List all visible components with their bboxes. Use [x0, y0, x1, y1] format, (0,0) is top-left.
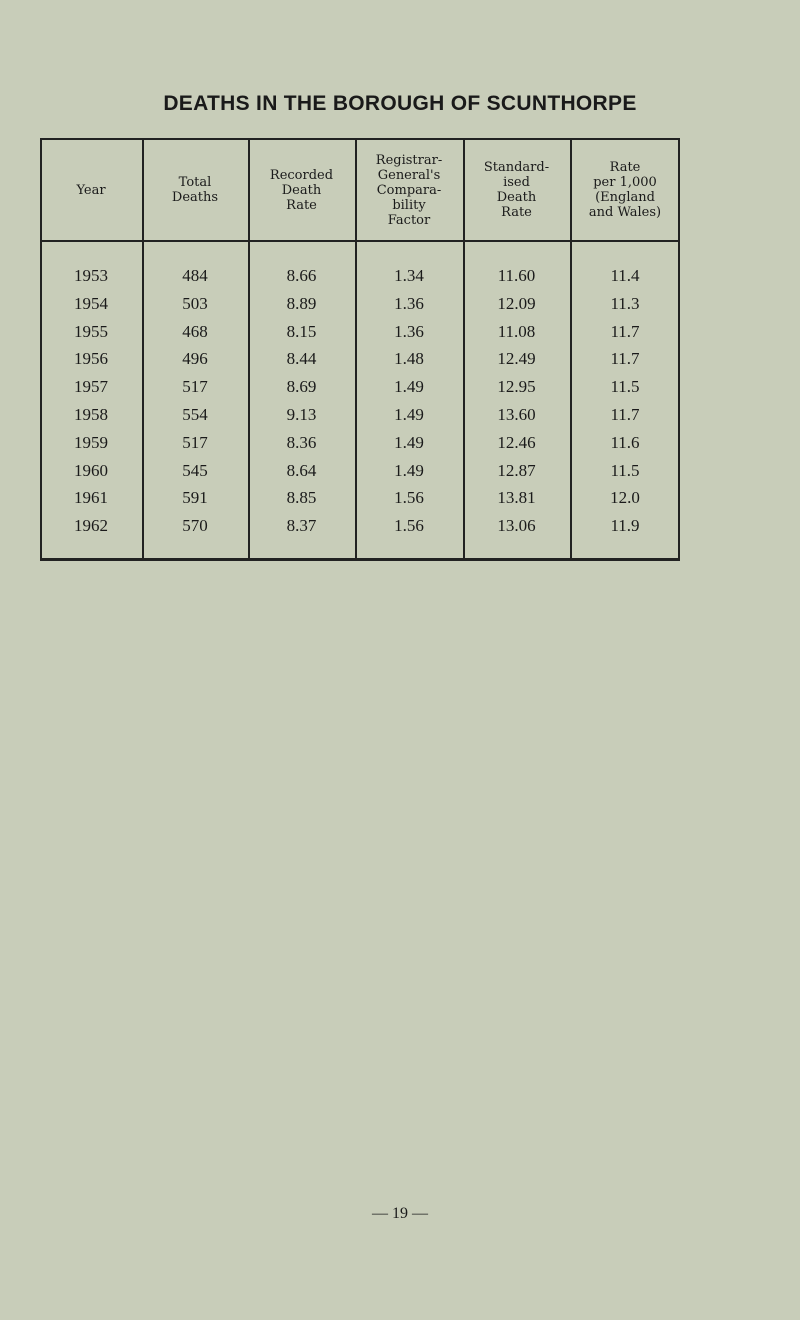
cell-comparability-factor: 1.36	[394, 321, 424, 341]
cell-rate-england-wales: 11.7	[610, 349, 640, 369]
cell-year: 1958	[74, 405, 108, 424]
column-divider	[678, 138, 680, 559]
page-title: DEATHS IN THE BOROUGH OF SCUNTHORPE	[163, 92, 637, 115]
header-rule	[40, 240, 680, 242]
column-divider	[355, 138, 357, 559]
cell-rate-england-wales: 12.0	[610, 488, 640, 508]
cell-comparability-factor: 1.36	[394, 293, 424, 313]
cell-comparability-factor: 1.34	[394, 266, 424, 285]
cell-recorded-death-rate: 8.44	[286, 349, 317, 369]
column-divider	[40, 138, 42, 559]
cell-comparability-factor: 1.56	[394, 516, 424, 536]
deaths-table: Year Total Deaths Recorded Death Rate Regis…	[40, 138, 680, 561]
cell-rate-england-wales: 11.7	[610, 405, 640, 424]
cell-comparability-factor: 1.49	[394, 405, 424, 424]
cell-comparability-factor: 1.56	[394, 488, 424, 508]
table-bottom-rule	[40, 558, 680, 561]
table-row: 1962 570 8.37 1.56 13.06 11.9	[40, 514, 680, 538]
table-row: 1960 545 8.64 1.49 12.87 11.5	[40, 459, 680, 483]
cell-recorded-death-rate: 8.69	[286, 377, 317, 397]
cell-rate-england-wales: 11.4	[610, 266, 640, 285]
cell-rate-england-wales: 11.9	[610, 516, 640, 536]
cell-standardised-death-rate: 13.81	[497, 488, 536, 508]
table-row: 1958 554 9.13 1.49 13.60 11.7	[40, 403, 680, 427]
cell-recorded-death-rate: 8.66	[286, 266, 317, 285]
cell-year: 1962	[74, 516, 108, 536]
page-number: — 19 —	[372, 1205, 428, 1222]
cell-year: 1953	[74, 266, 108, 285]
cell-standardised-death-rate: 11.60	[497, 266, 536, 285]
cell-year: 1959	[74, 432, 108, 452]
cell-standardised-death-rate: 13.60	[497, 405, 536, 424]
cell-total-deaths: 517	[182, 377, 208, 397]
cell-total-deaths: 468	[182, 321, 208, 341]
cell-recorded-death-rate: 9.13	[286, 405, 317, 424]
cell-recorded-death-rate: 8.85	[286, 488, 317, 508]
cell-recorded-death-rate: 8.36	[286, 432, 317, 452]
cell-year: 1960	[74, 460, 108, 480]
cell-recorded-death-rate: 8.37	[286, 516, 317, 536]
cell-standardised-death-rate: 12.95	[497, 377, 536, 397]
cell-recorded-death-rate: 8.15	[286, 321, 317, 341]
cell-total-deaths: 496	[182, 349, 208, 369]
header-total-deaths: Total Deaths	[171, 175, 219, 205]
cell-comparability-factor: 1.49	[394, 377, 424, 397]
table-row: 1959 517 8.36 1.49 12.46 11.6	[40, 431, 680, 455]
cell-standardised-death-rate: 12.49	[497, 349, 536, 369]
cell-year: 1961	[74, 488, 108, 508]
cell-rate-england-wales: 11.7	[610, 321, 640, 341]
cell-year: 1955	[74, 321, 108, 341]
cell-comparability-factor: 1.49	[394, 460, 424, 480]
header-recorded-death-rate: Recorded Death Rate	[269, 167, 334, 213]
table-row: 1954 503 8.89 1.36 12.09 11.3	[40, 292, 680, 316]
cell-standardised-death-rate: 11.08	[497, 321, 536, 341]
cell-comparability-factor: 1.48	[394, 349, 424, 369]
column-divider	[248, 138, 250, 559]
cell-total-deaths: 554	[182, 405, 208, 424]
table-row: 1955 468 8.15 1.36 11.08 11.7	[40, 320, 680, 344]
table-top-rule	[40, 138, 680, 140]
column-divider	[142, 138, 144, 559]
cell-total-deaths: 517	[182, 432, 208, 452]
header-rate-england-wales: Rate per 1,000 (England and Wales)	[588, 160, 662, 220]
cell-year: 1954	[74, 293, 108, 313]
cell-year: 1957	[74, 377, 108, 397]
cell-standardised-death-rate: 12.87	[497, 460, 536, 480]
cell-total-deaths: 570	[182, 516, 208, 536]
cell-comparability-factor: 1.49	[394, 432, 424, 452]
cell-total-deaths: 591	[182, 488, 208, 508]
cell-standardised-death-rate: 13.06	[497, 516, 536, 536]
cell-standardised-death-rate: 12.09	[497, 293, 536, 313]
header-year: Year	[76, 182, 106, 198]
table-row: 1957 517 8.69 1.49 12.95 11.5	[40, 375, 680, 399]
cell-standardised-death-rate: 12.46	[497, 432, 536, 452]
cell-total-deaths: 503	[182, 293, 208, 313]
cell-rate-england-wales: 11.6	[610, 432, 640, 452]
cell-rate-england-wales: 11.5	[610, 460, 640, 480]
cell-total-deaths: 545	[182, 460, 208, 480]
cell-total-deaths: 484	[182, 266, 208, 285]
table-row: 1953 484 8.66 1.34 11.60 11.4	[40, 264, 680, 288]
header-comparability-factor: Registrar- General's Compara- bility Fac…	[375, 152, 443, 228]
cell-rate-england-wales: 11.3	[610, 293, 640, 313]
column-divider	[463, 138, 465, 559]
header-standardised-death-rate: Standard- ised Death Rate	[483, 160, 550, 220]
column-divider	[570, 138, 572, 559]
cell-recorded-death-rate: 8.89	[286, 293, 317, 313]
table-row: 1961 591 8.85 1.56 13.81 12.0	[40, 486, 680, 510]
cell-rate-england-wales: 11.5	[610, 377, 640, 397]
table-row: 1956 496 8.44 1.48 12.49 11.7	[40, 347, 680, 371]
cell-recorded-death-rate: 8.64	[286, 460, 317, 480]
cell-year: 1956	[74, 349, 108, 369]
